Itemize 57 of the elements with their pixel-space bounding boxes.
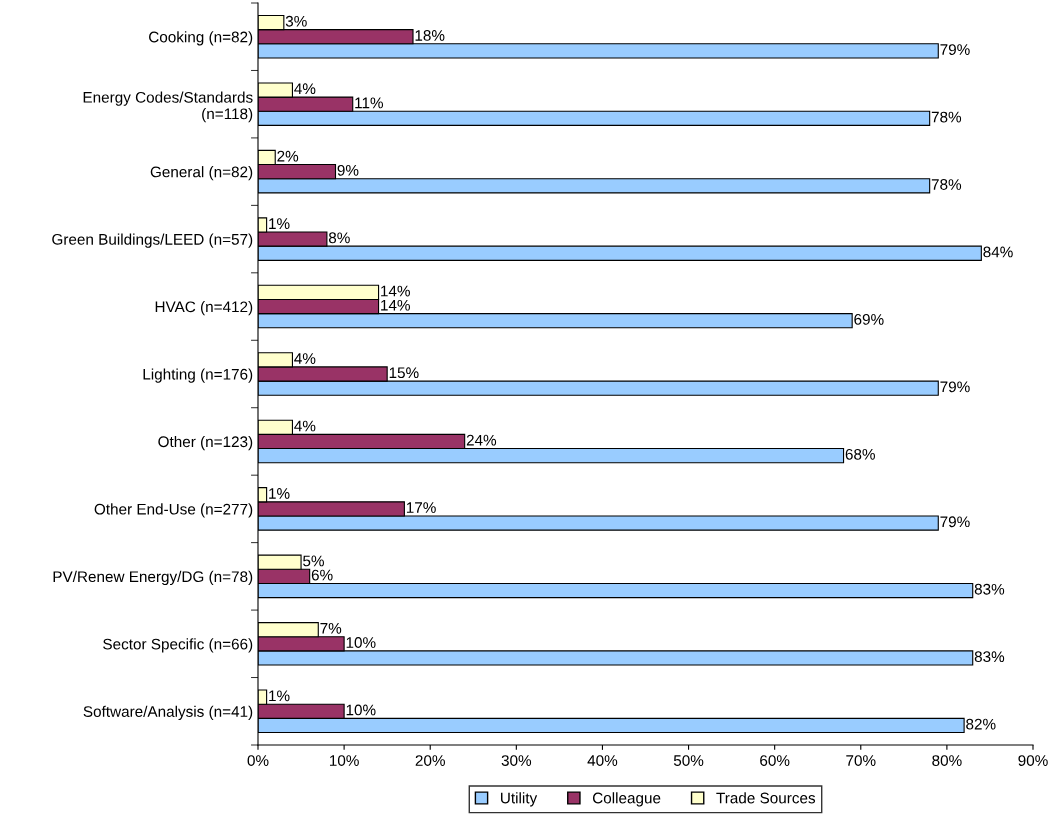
data-label: 2% xyxy=(277,150,299,162)
y-tick-label: Cooking (n=82) xyxy=(149,31,253,46)
y-tick-label: HVAC (n=412) xyxy=(155,301,253,316)
x-tick-label: 60% xyxy=(760,755,790,766)
data-label: 1% xyxy=(269,488,290,499)
data-label: 79% xyxy=(940,44,970,55)
y-tick-label: Other End-Use (n=277) xyxy=(94,503,253,518)
data-label: 18% xyxy=(415,30,445,41)
data-label: 4% xyxy=(294,83,316,95)
data-label: 1% xyxy=(269,690,290,702)
data-label: 11% xyxy=(355,97,384,109)
x-tick-label: 90% xyxy=(1018,755,1048,766)
data-label: 4% xyxy=(294,353,316,364)
legend-label: Trade Sources xyxy=(716,792,816,804)
data-label: 24% xyxy=(466,434,497,446)
x-tick-label: 0% xyxy=(247,755,269,766)
x-tick-label: 80% xyxy=(932,755,962,766)
x-tick-label: 40% xyxy=(587,755,618,766)
data-label: 4% xyxy=(294,420,316,432)
y-tick-label: Green Buildings/LEED (n=57) xyxy=(52,233,253,248)
y-tick-label: Other (n=123) xyxy=(158,435,253,451)
data-label: 83% xyxy=(974,651,1005,663)
x-tick-label: 30% xyxy=(501,755,532,766)
data-label: 1% xyxy=(269,218,290,229)
x-tick-label: 50% xyxy=(673,755,704,766)
data-label: 79% xyxy=(940,381,970,393)
y-tick-label: Energy Codes/Standards (n=118) xyxy=(83,91,253,123)
y-tick-label: PV/Renew Energy/DG (n=78) xyxy=(53,570,253,586)
data-label: 78% xyxy=(931,111,962,123)
data-label: 14% xyxy=(381,299,410,311)
data-label: 78% xyxy=(931,179,962,190)
data-label: 6% xyxy=(311,569,333,581)
data-label: 8% xyxy=(328,232,350,244)
x-tick-label: 10% xyxy=(329,755,359,766)
x-tick-label: 20% xyxy=(415,755,445,766)
data-label: 84% xyxy=(983,246,1013,258)
data-label: 14% xyxy=(381,285,410,297)
y-tick-label: Sector Specific (n=66) xyxy=(103,638,253,653)
y-tick-label: General (n=82) xyxy=(150,166,253,181)
data-label: 10% xyxy=(346,637,376,648)
data-label: 83% xyxy=(974,583,1005,595)
data-label: 9% xyxy=(337,164,359,176)
data-label: 10% xyxy=(346,704,376,716)
data-label: 79% xyxy=(940,516,970,528)
data-label: 17% xyxy=(406,502,436,513)
y-tick-label: Lighting (n=176) xyxy=(143,368,253,383)
data-label: 82% xyxy=(966,718,996,730)
legend-label: Colleague xyxy=(592,792,661,807)
data-label: 69% xyxy=(854,313,884,325)
data-label: 5% xyxy=(303,555,324,567)
legend-label: Utility xyxy=(501,792,538,807)
data-label: 15% xyxy=(389,367,419,379)
data-label: 3% xyxy=(285,15,307,27)
data-label: 68% xyxy=(845,448,875,460)
x-tick-label: 70% xyxy=(846,755,876,766)
y-tick-label: Software/Analysis (n=41) xyxy=(83,705,253,720)
data-label: 7% xyxy=(320,623,342,634)
